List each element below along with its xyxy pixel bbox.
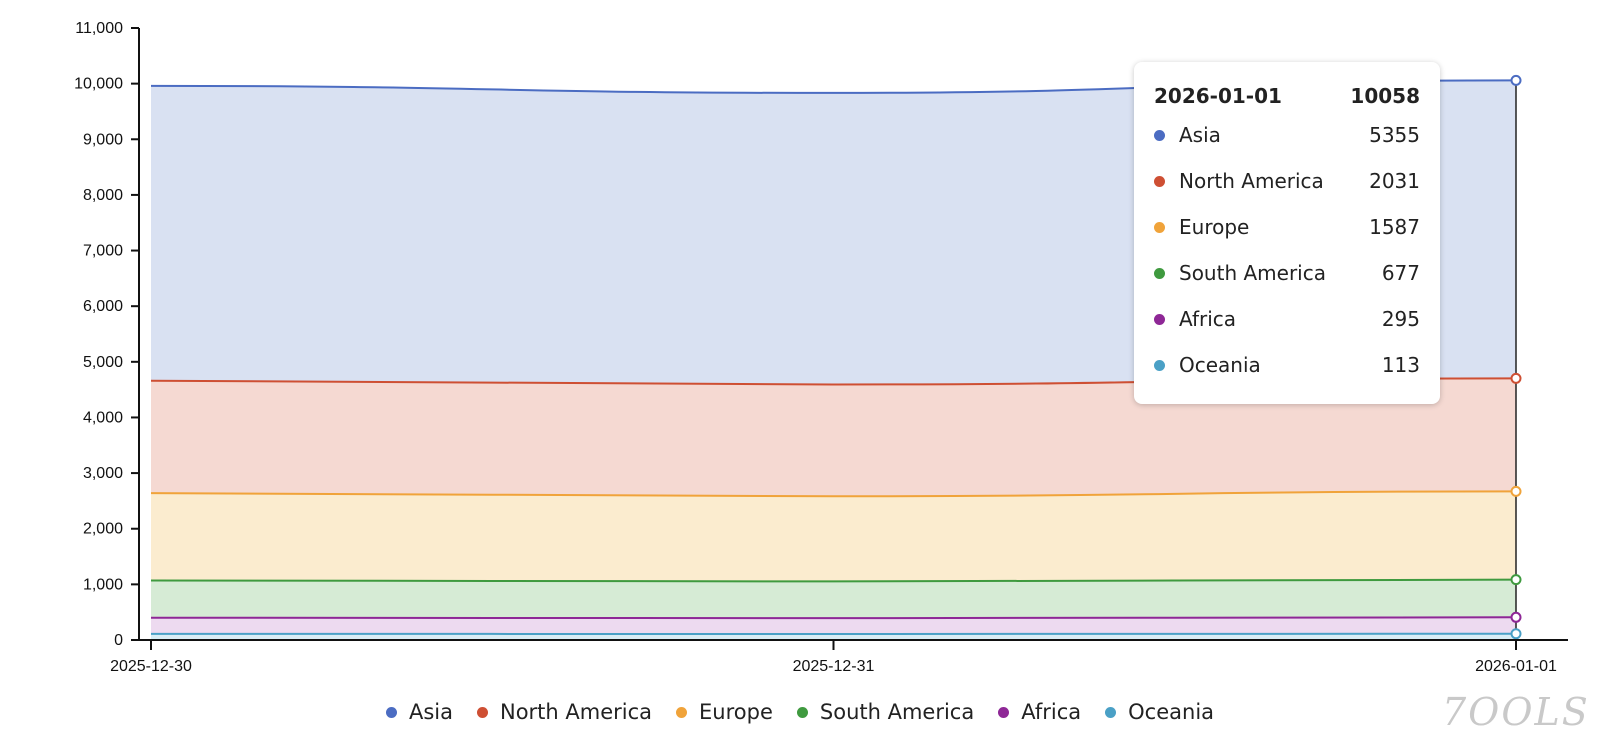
tooltip: 2026-01-01 10058 Asia 5355 North America… bbox=[1134, 62, 1440, 404]
tooltip-dot-icon bbox=[1154, 221, 1165, 233]
tooltip-series-value: 113 bbox=[1381, 353, 1420, 377]
tooltip-header: 2026-01-01 10058 bbox=[1154, 80, 1420, 112]
legend-dot-icon bbox=[796, 706, 808, 718]
line-africa bbox=[150, 616, 1517, 620]
legend-item[interactable]: Europe bbox=[676, 700, 773, 724]
tooltip-row: Oceania 113 bbox=[1154, 342, 1420, 388]
legend-label: Asia bbox=[408, 700, 453, 724]
tooltip-series-name: South America bbox=[1179, 261, 1326, 285]
tooltip-date: 2026-01-01 bbox=[1154, 84, 1282, 108]
legend-label: Africa bbox=[1021, 700, 1082, 724]
legend-dot-icon bbox=[476, 706, 488, 718]
legend-label: Europe bbox=[699, 700, 773, 724]
x-tick-label: 2025-12-31 bbox=[793, 658, 875, 675]
legend-label: North America bbox=[499, 700, 653, 724]
tooltip-series-value: 677 bbox=[1381, 261, 1420, 285]
y-tick-label: 0 bbox=[114, 632, 123, 649]
legend-dot-icon bbox=[676, 706, 688, 718]
tooltip-row: Asia 5355 bbox=[1154, 112, 1420, 158]
tooltip-dot-icon bbox=[1154, 313, 1165, 325]
tooltip-row: South America 677 bbox=[1154, 250, 1420, 296]
y-tick-label: 7,000 bbox=[83, 243, 123, 260]
area-africa bbox=[151, 617, 1516, 634]
legend-item[interactable]: Africa bbox=[998, 700, 1081, 724]
chart-legend: Asia North America Europe South America … bbox=[0, 700, 1600, 724]
tooltip-total: 10058 bbox=[1350, 84, 1420, 108]
area-south-america bbox=[151, 579, 1516, 619]
area-europe bbox=[151, 491, 1516, 582]
tooltip-dot-icon bbox=[1154, 267, 1165, 279]
legend-dot-icon bbox=[385, 706, 397, 718]
hover-point bbox=[1510, 628, 1522, 640]
tooltip-row: Europe 1587 bbox=[1154, 204, 1420, 250]
line-europe bbox=[150, 490, 1517, 498]
legend-label: South America bbox=[819, 700, 975, 724]
tooltip-dot-icon bbox=[1154, 175, 1165, 187]
x-tick-label: 2026-01-01 bbox=[1475, 658, 1557, 675]
y-tick-label: 8,000 bbox=[83, 187, 123, 204]
legend-item[interactable]: Asia bbox=[385, 700, 453, 724]
y-tick-label: 9,000 bbox=[83, 131, 123, 148]
y-tick-label: 11,000 bbox=[75, 20, 123, 37]
tooltip-series-name: Africa bbox=[1179, 307, 1237, 331]
y-tick-label: 3,000 bbox=[83, 465, 123, 482]
hover-point bbox=[1510, 611, 1522, 623]
line-south-america bbox=[150, 578, 1517, 583]
legend-label: Oceania bbox=[1128, 700, 1215, 724]
hover-point bbox=[1510, 372, 1522, 384]
x-tick-label: 2025-12-30 bbox=[110, 658, 192, 675]
tooltip-series-value: 1587 bbox=[1369, 215, 1420, 239]
legend-dot-icon bbox=[1105, 706, 1117, 718]
tooltip-row: Africa 295 bbox=[1154, 296, 1420, 342]
tooltip-series-name: Europe bbox=[1179, 215, 1250, 239]
tooltip-series-name: North America bbox=[1179, 169, 1324, 193]
legend-item[interactable]: North America bbox=[476, 700, 653, 724]
tooltip-row: North America 2031 bbox=[1154, 158, 1420, 204]
hover-point bbox=[1510, 485, 1522, 497]
tooltip-dot-icon bbox=[1154, 359, 1165, 371]
tooltip-series-name: Oceania bbox=[1179, 353, 1261, 377]
tooltip-series-value: 2031 bbox=[1369, 169, 1420, 193]
y-tick-label: 5,000 bbox=[83, 354, 123, 371]
area-oceania bbox=[151, 633, 1516, 640]
hover-point bbox=[1510, 74, 1522, 86]
watermark-logo: 7OOLS bbox=[1442, 690, 1590, 734]
hover-point bbox=[1510, 574, 1522, 586]
tooltip-series-value: 5355 bbox=[1369, 123, 1420, 147]
legend-item[interactable]: Oceania bbox=[1105, 700, 1214, 724]
tooltip-dot-icon bbox=[1154, 129, 1165, 141]
legend-dot-icon bbox=[998, 706, 1010, 718]
tooltip-series-value: 295 bbox=[1381, 307, 1420, 331]
y-tick-label: 10,000 bbox=[74, 76, 123, 93]
area-north-america bbox=[151, 378, 1516, 497]
y-tick-label: 2,000 bbox=[83, 521, 123, 538]
y-tick-label: 4,000 bbox=[83, 409, 123, 426]
tooltip-series-name: Asia bbox=[1179, 123, 1221, 147]
legend-item[interactable]: South America bbox=[796, 700, 975, 724]
y-tick-label: 6,000 bbox=[83, 298, 123, 315]
y-tick-label: 1,000 bbox=[83, 576, 123, 593]
